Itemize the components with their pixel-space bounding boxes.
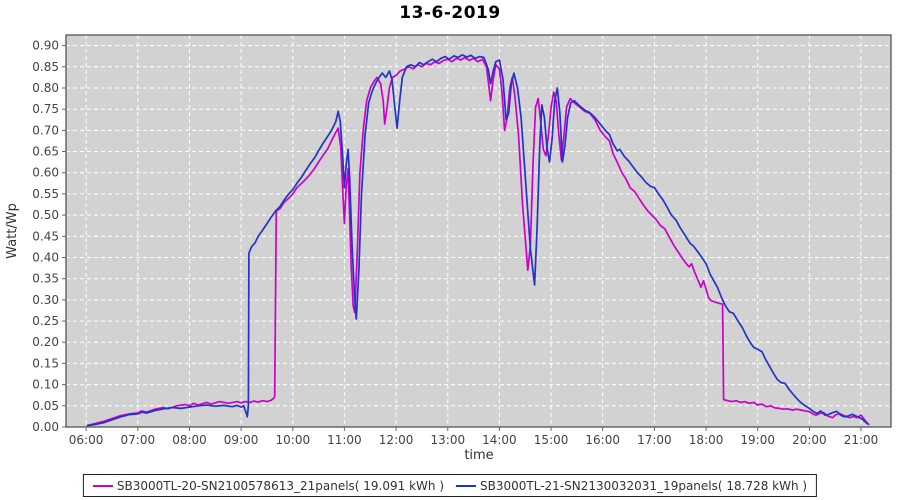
x-tick-label: 11:00 xyxy=(327,433,362,447)
x-tick-label: 12:00 xyxy=(379,433,414,447)
x-tick-label: 07:00 xyxy=(121,433,156,447)
y-tick-label: 0.35 xyxy=(32,272,59,286)
x-tick-label: 21:00 xyxy=(844,433,879,447)
x-tick-label: 08:00 xyxy=(172,433,207,447)
y-tick-label: 0.10 xyxy=(32,378,59,392)
x-tick-label: 10:00 xyxy=(276,433,311,447)
y-tick-label: 0.80 xyxy=(32,81,59,95)
y-tick-label: 0.40 xyxy=(32,251,59,265)
y-tick-label: 0.00 xyxy=(32,420,59,434)
x-tick-label: 20:00 xyxy=(792,433,827,447)
series-swatch-icon xyxy=(456,484,476,487)
x-tick-label: 09:00 xyxy=(224,433,259,447)
x-tick-label: 15:00 xyxy=(534,433,569,447)
y-tick-label: 0.70 xyxy=(32,123,59,137)
x-tick-label: 17:00 xyxy=(637,433,672,447)
plot-area: 06:00 07:00 08:00 09:00 10:00 11:00 12:00 13:00… xyxy=(5,34,892,463)
x-axis-label: time xyxy=(464,448,493,463)
y-tick-label: 0.75 xyxy=(32,102,59,116)
x-tick-label: 18:00 xyxy=(689,433,724,447)
legend: SB3000TL-20-SN2100578613_21panels( 19.09… xyxy=(82,474,818,497)
plot-border xyxy=(65,34,892,428)
y-tick-label: 0.65 xyxy=(32,145,59,159)
y-tick-label: 0.30 xyxy=(32,293,59,307)
legend-label: SB3000TL-21-SN2130032031_19panels( 18.72… xyxy=(480,478,808,493)
legend-item: SB3000TL-21-SN2130032031_19panels( 18.72… xyxy=(456,479,807,493)
y-tick-label: 0.60 xyxy=(32,166,59,180)
y-tick-label: 0.05 xyxy=(32,399,59,413)
y-axis-label: Watt/Wp xyxy=(5,203,20,259)
y-tick-label: 0.45 xyxy=(32,229,59,243)
x-tick-label: 13:00 xyxy=(431,433,466,447)
series-line-sb3000tl-21 xyxy=(86,54,869,427)
y-tick-label: 0.25 xyxy=(32,314,59,328)
x-tick-label: 14:00 xyxy=(482,433,517,447)
y-tick-label: 0.20 xyxy=(32,335,59,349)
legend-label: SB3000TL-20-SN2100578613_21panels( 19.09… xyxy=(116,478,444,493)
legend-item: SB3000TL-20-SN2100578613_21panels( 19.09… xyxy=(92,478,444,493)
x-tick-label: 16:00 xyxy=(585,433,620,447)
x-tick-label: 19:00 xyxy=(740,433,775,447)
plot-background xyxy=(66,35,891,427)
y-tick-label: 0.55 xyxy=(32,187,59,201)
y-tick-label: 0.50 xyxy=(32,208,59,222)
chart-title: 13-6-2019 xyxy=(399,3,501,23)
y-tick-label: 0.90 xyxy=(32,39,59,53)
x-tick-label: 06:00 xyxy=(69,433,104,447)
y-tick-label: 0.85 xyxy=(32,60,59,74)
series-swatch-icon xyxy=(92,484,113,487)
y-tick-label: 0.15 xyxy=(32,356,59,370)
series-line-sb3000tl-20 xyxy=(86,56,870,427)
